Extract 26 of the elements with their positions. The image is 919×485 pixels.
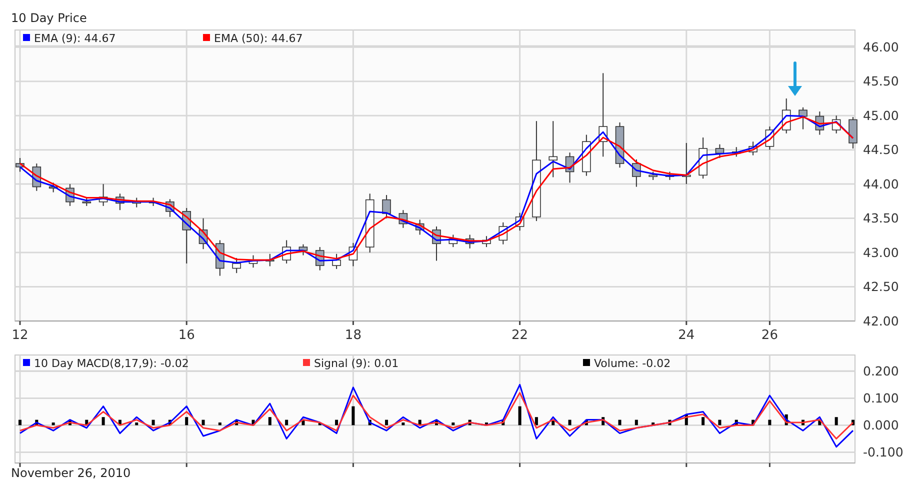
legend-label: 10 Day MACD(8,17,9): -0.02 <box>34 357 189 370</box>
x-tick-label: 18 <box>344 328 362 343</box>
legend-label: Signal (9): 0.01 <box>314 357 399 370</box>
y-tick-label: 45.50 <box>863 74 899 89</box>
y-tick-label: 0.000 <box>863 418 899 433</box>
x-tick-label: 24 <box>678 328 695 343</box>
chart-title: 10 Day Price <box>11 11 87 25</box>
y-tick-label: 0.200 <box>863 364 899 379</box>
y-tick-label: 44.50 <box>863 142 899 158</box>
y-tick-label: 43.00 <box>863 244 899 260</box>
y-tick-label: 42.00 <box>863 313 899 328</box>
x-tick-label: 12 <box>12 328 28 343</box>
y-tick-label: 46.00 <box>863 39 899 54</box>
legend-label: EMA (50): 44.67 <box>214 32 303 45</box>
text: November 26, 2010 <box>11 466 131 480</box>
x-tick-label: 16 <box>178 328 195 343</box>
legend-label: Volume: -0.02 <box>594 357 671 370</box>
x-tick-label: 22 <box>512 328 528 343</box>
y-tick-label: 43.50 <box>863 210 899 226</box>
y-tick-label: 0.100 <box>863 390 899 406</box>
y-tick-label: 45.00 <box>863 108 899 123</box>
x-tick-label: 26 <box>761 328 778 343</box>
y-tick-label: -0.100 <box>863 444 904 460</box>
y-tick-label: 44.00 <box>863 176 899 192</box>
legend-label: EMA (9): 44.67 <box>34 32 116 45</box>
y-tick-label: 42.50 <box>863 279 899 294</box>
